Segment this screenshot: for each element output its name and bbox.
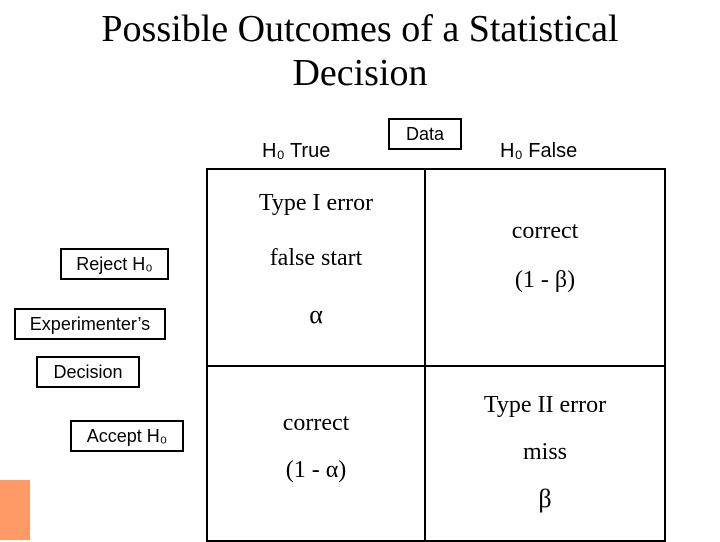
experimenters-label: Experimenter’s [30,314,150,335]
cell-reject-false: correct (1 - β) [426,218,664,294]
one-minus-beta: (1 - β) [426,267,664,294]
decision-label: Decision [53,362,122,383]
accent-bar [0,480,30,540]
grid-hline [208,365,664,367]
type-i-error: Type I error [208,190,424,217]
correct-2: correct [208,410,424,437]
row-reject-label: Reject H₀ [76,254,153,275]
alpha-symbol: α [208,300,424,330]
title-line-1: Possible Outcomes of a Statistical [101,8,618,50]
data-label-box: Data [388,118,462,150]
experimenters-box: Experimenter’s [14,308,166,340]
miss: miss [426,439,664,466]
decision-box: Decision [36,356,140,388]
row-accept-label: Accept H₀ [87,426,168,447]
one-minus-alpha: (1 - α) [208,457,424,484]
col-header-false: H₀ False [500,140,577,163]
cell-accept-false: Type II error miss β [426,392,664,514]
col-header-true: H₀ True [262,140,330,163]
outcome-grid: Type I error false start α correct (1 - … [206,168,666,542]
cell-accept-true: correct (1 - α) [208,410,424,484]
row-reject-box: Reject H₀ [60,248,169,280]
slide-title: Possible Outcomes of a Statistical Decis… [0,8,720,95]
type-ii-error: Type II error [426,392,664,419]
beta-symbol: β [426,484,664,514]
false-start: false start [208,245,424,272]
correct-1: correct [426,218,664,245]
data-label: Data [406,124,444,145]
title-line-2: Decision [292,52,427,94]
row-accept-box: Accept H₀ [70,420,184,452]
cell-reject-true: Type I error false start α [208,190,424,330]
